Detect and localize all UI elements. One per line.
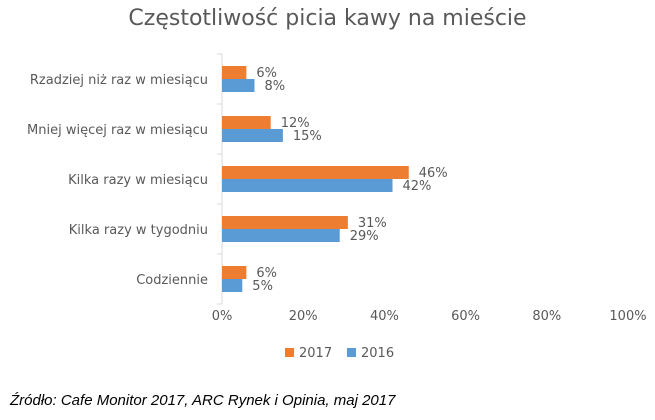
x-tick-label: 100% [609,309,646,324]
bar-2016 [222,179,393,192]
category-label: Mniej więcej raz w miesiącu [27,123,208,138]
bar-2016 [222,129,283,142]
legend-label-2016: 2016 [361,346,394,361]
category-label: Rzadziej niż raz w miesiącu [30,73,208,88]
bar-2017 [222,116,271,129]
legend-swatch-2016 [347,348,356,357]
bar-2017 [222,216,348,229]
category-label: Kilka razy w tygodniu [69,223,208,238]
data-label: 29% [350,229,379,244]
x-tick-label: 0% [212,309,233,324]
data-label: 6% [256,266,277,281]
data-label: 42% [403,179,432,194]
data-label: 46% [419,166,448,181]
bar-2017 [222,66,247,79]
x-tick-label: 20% [289,309,318,324]
bar-2016 [222,79,255,92]
data-label: 12% [281,116,310,131]
bar-2017 [222,266,247,279]
data-label: 5% [252,279,273,294]
chart-title: Częstotliwość picia kawy na mieście [128,6,527,31]
bar-2017 [222,166,409,179]
bar-2016 [222,229,340,242]
category-label: Codziennie [136,273,208,288]
legend-label-2017: 2017 [299,346,332,361]
category-label: Kilka razy w miesiącu [68,173,208,188]
chart-plot-area: Rzadziej niż raz w miesiącu 6%8%Mniej wię… [27,53,647,361]
data-label: 31% [358,216,387,231]
x-tick-label: 80% [532,309,561,324]
data-label: 15% [293,129,322,144]
data-label: 8% [264,79,285,94]
data-label: 6% [256,66,277,81]
legend-swatch-2017 [285,348,294,357]
bar-2016 [222,279,243,292]
x-tick-label: 40% [370,309,399,324]
chart: Częstotliwość picia kawy na mieście Rzad… [27,6,647,361]
x-tick-label: 60% [451,309,480,324]
source-note: Źródło: Cafe Monitor 2017, ARC Rynek i O… [10,392,396,409]
